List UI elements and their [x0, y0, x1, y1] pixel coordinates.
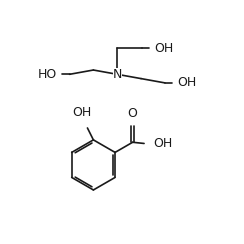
Text: OH: OH [177, 76, 197, 89]
Text: OH: OH [72, 106, 91, 119]
Text: OH: OH [154, 137, 173, 150]
Text: N: N [112, 68, 122, 81]
Text: O: O [128, 107, 138, 120]
Text: HO: HO [38, 68, 57, 81]
Text: OH: OH [155, 41, 174, 55]
